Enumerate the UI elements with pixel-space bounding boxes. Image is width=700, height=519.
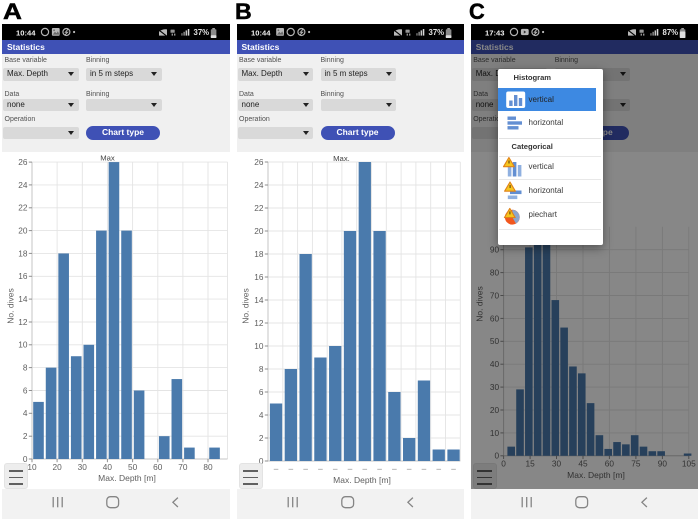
svg-text:45: 45 <box>578 459 588 469</box>
svg-text:22: 22 <box>18 203 28 213</box>
svg-text:37%: 37% <box>194 28 210 37</box>
svg-text:20: 20 <box>490 405 500 415</box>
svg-text:24: 24 <box>18 180 28 190</box>
svg-text:14: 14 <box>254 295 264 305</box>
svg-text:0: 0 <box>501 459 506 469</box>
svg-text:20: 20 <box>52 462 62 472</box>
svg-text:90: 90 <box>657 459 667 469</box>
svg-text:37%: 37% <box>428 28 444 37</box>
svg-text:Max: Max <box>100 154 115 163</box>
svg-text:Max. Depth [m]: Max. Depth [m] <box>567 470 625 480</box>
svg-text:50: 50 <box>128 462 138 472</box>
svg-text:17:43: 17:43 <box>485 28 504 37</box>
svg-text:80: 80 <box>490 268 500 278</box>
svg-text:16: 16 <box>18 271 28 281</box>
svg-text:No. dives: No. dives <box>474 286 484 321</box>
svg-text:20: 20 <box>18 226 28 236</box>
svg-text:14: 14 <box>18 294 28 304</box>
svg-text:4: 4 <box>258 410 263 420</box>
svg-text:10: 10 <box>254 341 264 351</box>
svg-text:18: 18 <box>254 249 264 259</box>
svg-text:10: 10 <box>490 428 500 438</box>
svg-text:30: 30 <box>490 382 500 392</box>
svg-text:60: 60 <box>490 313 500 323</box>
svg-text:0: 0 <box>23 454 28 464</box>
svg-text:26: 26 <box>18 157 28 167</box>
svg-text:No. dives: No. dives <box>6 288 16 323</box>
svg-text:30: 30 <box>78 462 88 472</box>
svg-text:2: 2 <box>23 431 28 441</box>
svg-text:6: 6 <box>23 385 28 395</box>
svg-text:10: 10 <box>27 462 37 472</box>
svg-text:90: 90 <box>490 245 500 255</box>
svg-text:Max. Depth [m]: Max. Depth [m] <box>98 473 156 483</box>
svg-text:40: 40 <box>490 359 500 369</box>
svg-text:Max.: Max. <box>333 154 350 163</box>
svg-text:50: 50 <box>490 336 500 346</box>
svg-text:18: 18 <box>18 248 28 258</box>
svg-text:15: 15 <box>525 459 535 469</box>
svg-text:20: 20 <box>254 226 264 236</box>
svg-text:70: 70 <box>490 290 500 300</box>
svg-text:10:44: 10:44 <box>16 28 36 37</box>
svg-text:0: 0 <box>258 456 263 466</box>
svg-text:Max. Depth [m]: Max. Depth [m] <box>333 475 391 485</box>
svg-text:75: 75 <box>631 459 641 469</box>
svg-text:80: 80 <box>203 462 213 472</box>
svg-text:26: 26 <box>254 157 264 167</box>
svg-text:60: 60 <box>604 459 614 469</box>
svg-text:105: 105 <box>682 459 696 469</box>
svg-text:24: 24 <box>254 180 264 190</box>
svg-text:2: 2 <box>258 433 263 443</box>
svg-text:12: 12 <box>254 318 264 328</box>
svg-text:10: 10 <box>18 340 28 350</box>
svg-text:30: 30 <box>552 459 562 469</box>
svg-text:16: 16 <box>254 272 264 282</box>
svg-text:10:44: 10:44 <box>251 28 271 37</box>
svg-text:60: 60 <box>153 462 163 472</box>
svg-text:87%: 87% <box>662 28 678 37</box>
svg-text:0: 0 <box>494 451 499 461</box>
svg-text:22: 22 <box>254 203 264 213</box>
svg-text:12: 12 <box>18 317 28 327</box>
svg-text:6: 6 <box>258 387 263 397</box>
svg-text:4: 4 <box>23 408 28 418</box>
svg-text:8: 8 <box>23 363 28 373</box>
svg-text:70: 70 <box>178 462 188 472</box>
svg-text:No. dives: No. dives <box>240 288 250 323</box>
svg-text:8: 8 <box>258 364 263 374</box>
svg-text:40: 40 <box>103 462 113 472</box>
